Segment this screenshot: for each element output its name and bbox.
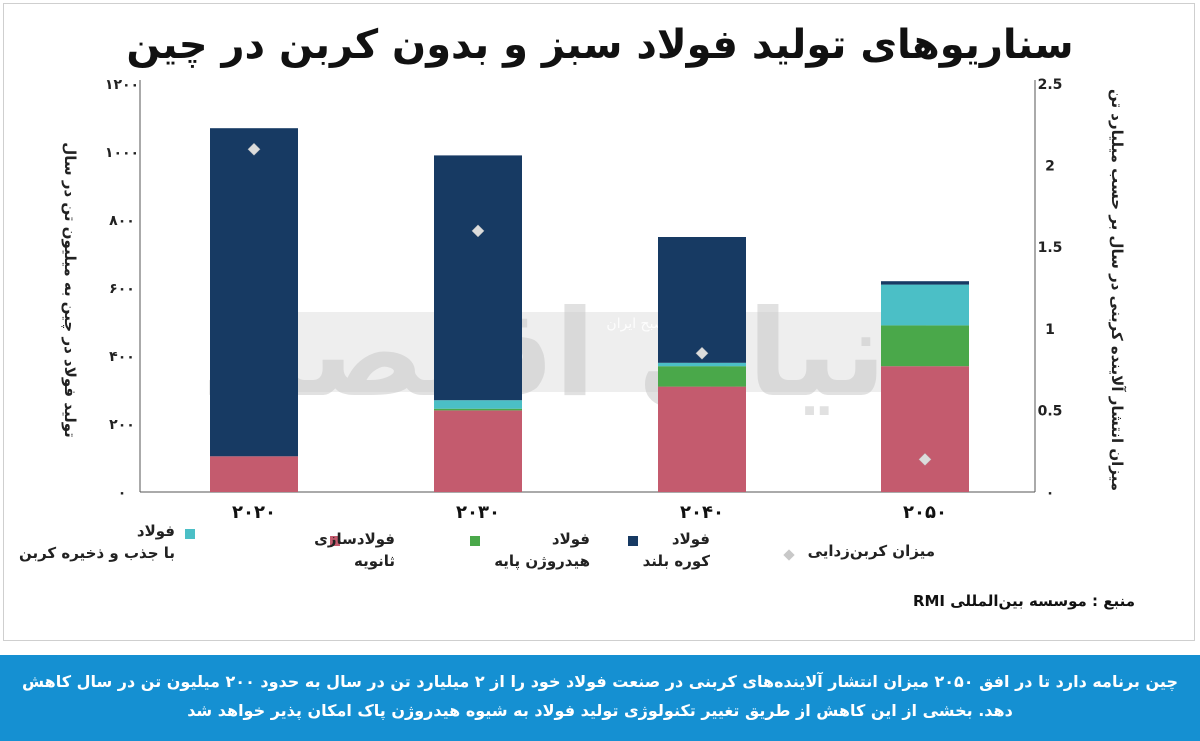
- bar-segment-blast: [881, 281, 969, 285]
- bar-segment-secondary: [210, 456, 298, 492]
- legend-decarb-line1: میزان کربن‌زدایی: [807, 542, 935, 560]
- y-tick-left-label: ۱۲۰۰: [105, 77, 139, 93]
- bar-segment-hydrogen: [658, 366, 746, 387]
- x-tick-label: ۲۰۳۰: [456, 502, 500, 523]
- bar-segment-secondary: [434, 410, 522, 492]
- decarbonization-marker: [247, 142, 261, 156]
- bar-segment-ccs: [434, 400, 522, 409]
- bar-segment-hydrogen: [881, 325, 969, 367]
- legend-item-secondary: فولادسازی ثانویه: [314, 528, 395, 572]
- y-axis-right-label: میزان انتشار آلاینده کربنی در سال بر حسب…: [1108, 88, 1126, 492]
- legend-item-ccs: فولاد با جذب و ذخیره کربن: [19, 520, 175, 564]
- y-tick-right-label: ۰: [1046, 485, 1055, 501]
- legend-item-decarb: میزان کربن‌زدایی: [808, 540, 935, 562]
- caption-banner: چین برنامه دارد تا در افق ۲۰۵۰ میزان انت…: [0, 655, 1200, 741]
- legend-ccs-line2: با جذب و ذخیره کربن: [18, 544, 175, 562]
- legend-swatch-hydrogen: [470, 536, 480, 546]
- bar-segment-hydrogen: [434, 408, 522, 411]
- decarbonization-marker: [918, 453, 932, 466]
- y-tick-right-label: 1.5: [1038, 240, 1063, 256]
- source-note: منبع : موسسه بین‌المللی RMI: [912, 592, 1135, 610]
- chart-frame: [3, 3, 1195, 641]
- decarbonization-marker: [695, 346, 709, 360]
- legend-swatch-ccs: [185, 529, 195, 539]
- y-tick-right-label: 2.5: [1038, 77, 1063, 93]
- y-tick-right-label: 1: [1045, 322, 1055, 338]
- legend-hydrogen-line2: هیدروژن پایه: [494, 552, 590, 570]
- y-axis-left-label: تولید فولاد در چین به میلیون تن در سال: [61, 142, 79, 438]
- bar-segment-blast: [210, 128, 298, 457]
- y-tick-left-label: ۲۰۰: [109, 417, 135, 433]
- legend-ccs-line1: فولاد: [136, 522, 175, 540]
- legend-blast-line1: فولاد: [671, 530, 710, 548]
- legend-secondary-line1: فولادسازی: [314, 530, 395, 548]
- bar-segment-ccs: [658, 362, 746, 367]
- bar-segment-ccs: [881, 284, 969, 326]
- legend-hydrogen-line1: فولاد: [551, 530, 590, 548]
- y-tick-right-label: 2: [1045, 159, 1055, 175]
- y-tick-left-label: ۰: [118, 485, 127, 501]
- legend-item-blast: فولاد کوره بلند: [643, 528, 710, 572]
- y-tick-left-label: ۸۰۰: [109, 213, 135, 229]
- legend-swatch-blast: [628, 536, 638, 546]
- chart-title: سناریوهای تولید فولاد سبز و بدون کربن در…: [126, 22, 1074, 68]
- y-tick-left-label: ۶۰۰: [109, 281, 135, 297]
- bar-segment-blast: [434, 155, 522, 401]
- y-tick-left-label: ۱۰۰۰: [105, 145, 139, 161]
- y-tick-left-label: ۴۰۰: [109, 349, 135, 365]
- legend-secondary-line2: ثانویه: [353, 552, 395, 570]
- decarbonization-marker: [471, 224, 485, 238]
- watermark: دنیای اقتصاد روزنامه صبح ایران: [202, 285, 948, 424]
- bar-segment-blast: [658, 237, 746, 363]
- legend-swatch-secondary: [330, 536, 340, 546]
- x-tick-label: ۲۰۲۰: [232, 502, 276, 523]
- x-tick-label: ۲۰۴۰: [680, 502, 724, 523]
- bar-segment-secondary: [881, 366, 969, 492]
- x-tick-label: ۲۰۵۰: [903, 502, 947, 523]
- watermark-logo-text: دنیای اقتصاد: [202, 285, 948, 424]
- legend-blast-line2: کوره بلند: [642, 552, 710, 570]
- y-tick-right-label: 0.5: [1038, 403, 1063, 419]
- bar-segment-secondary: [658, 386, 746, 492]
- legend-item-hydrogen: فولاد هیدروژن پایه: [494, 528, 590, 572]
